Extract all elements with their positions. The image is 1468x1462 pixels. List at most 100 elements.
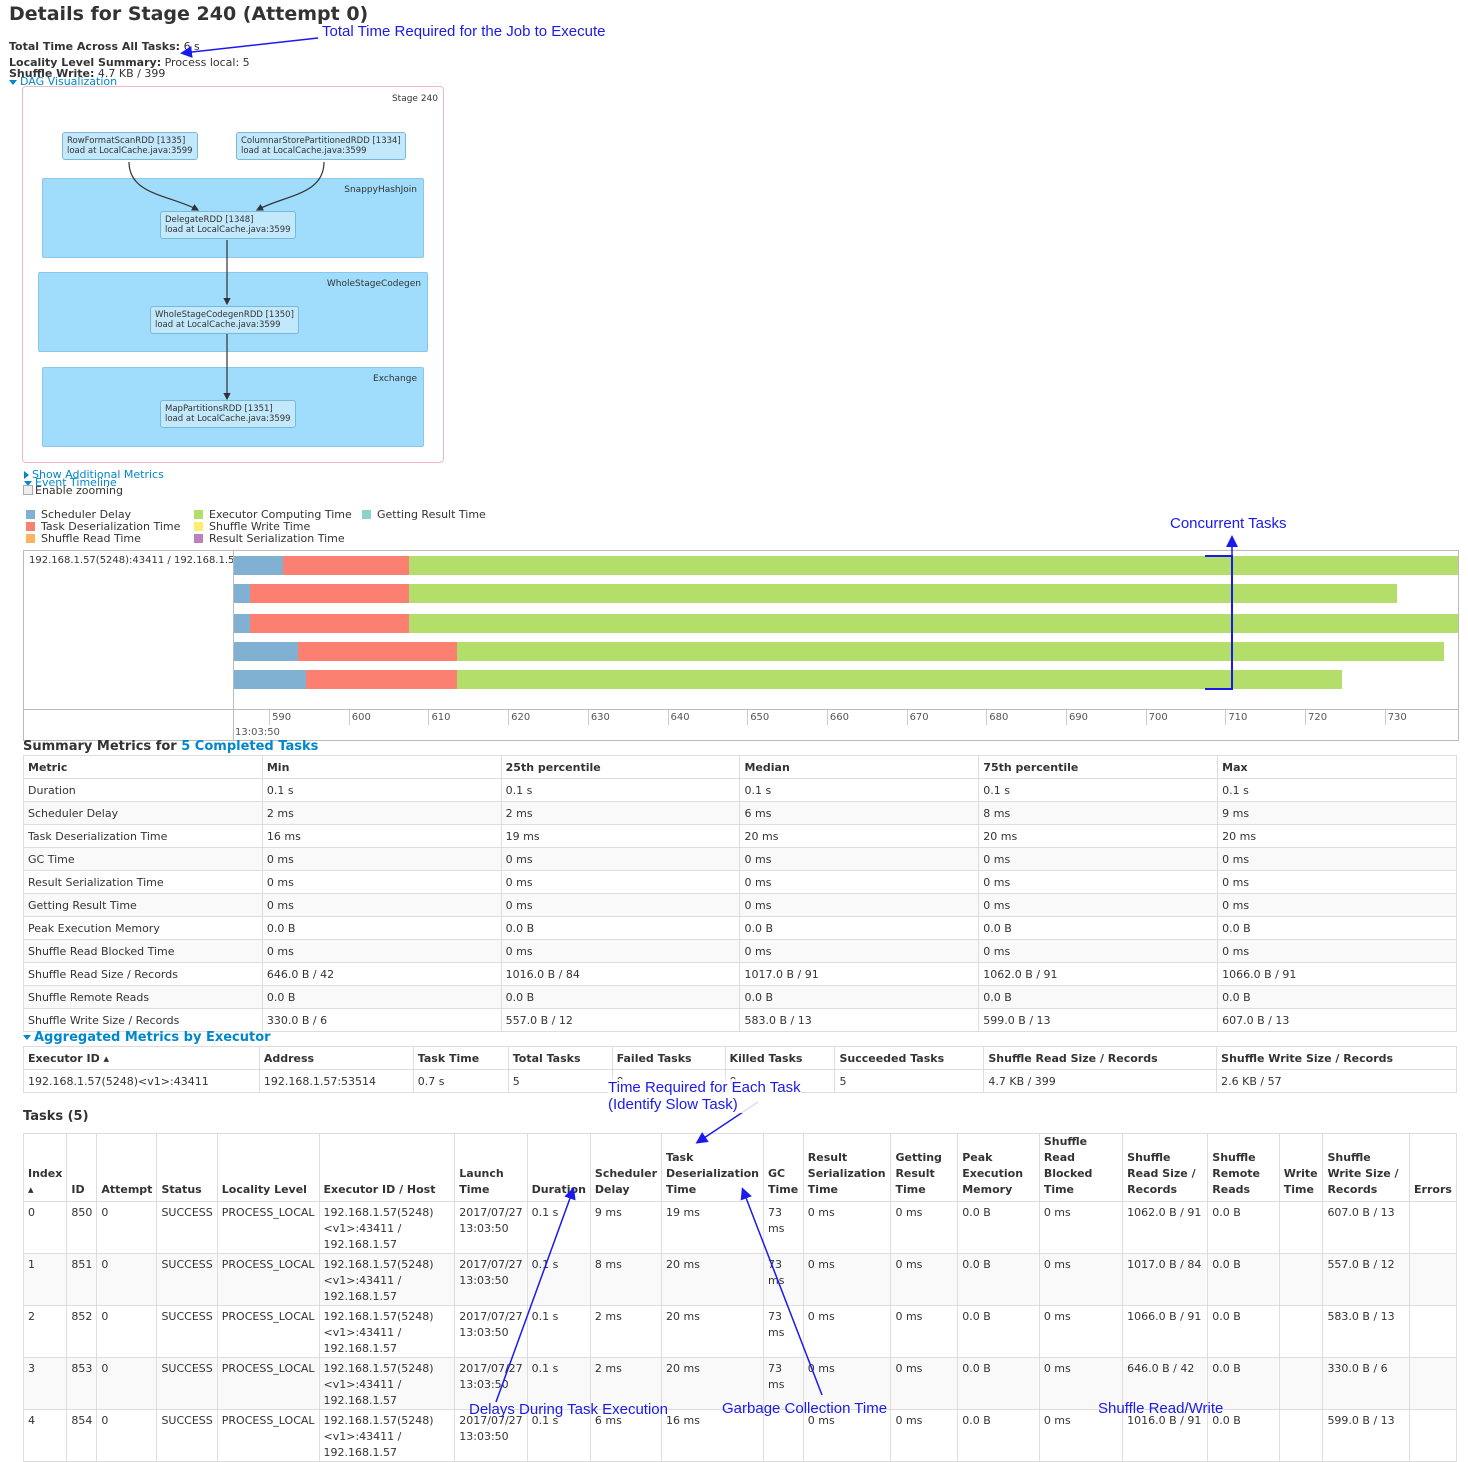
summary-cell: 646.0 B / 42 bbox=[261, 962, 502, 986]
annotation-total-time: Total Time Required for the Job to Execu… bbox=[322, 23, 606, 40]
tasks-header-cell[interactable]: GC Time bbox=[763, 1133, 804, 1202]
task-cell: 646.0 B / 42 bbox=[1122, 1357, 1209, 1410]
task-cell: 1066.0 B / 91 bbox=[1122, 1305, 1209, 1358]
timeline-tick-label: 700 bbox=[1148, 712, 1168, 723]
task-cell bbox=[1278, 1201, 1324, 1254]
tasks-header-cell[interactable]: ID bbox=[66, 1133, 98, 1202]
task-deser-segment bbox=[305, 670, 458, 689]
aggregated-metrics-title: Aggregated Metrics by Executor bbox=[34, 1030, 271, 1045]
task-cell: 0 bbox=[96, 1201, 158, 1254]
event-timeline-toggle[interactable]: Event Timeline bbox=[24, 476, 117, 489]
task-cell: 853 bbox=[66, 1357, 98, 1410]
annotation-shuffle: Shuffle Read/Write bbox=[1098, 1400, 1224, 1417]
dag-node[interactable]: WholeStageCodegenRDD [1350] load at Loca… bbox=[150, 306, 299, 334]
task-cell: 20 ms bbox=[661, 1305, 765, 1358]
aggregated-header-cell[interactable]: Executor ID ▴ bbox=[23, 1046, 260, 1070]
legend-label: Executor Computing Time bbox=[209, 508, 352, 521]
timeline-task-bar[interactable] bbox=[234, 556, 1458, 575]
aggregated-cell: 192.168.1.57(5248)<v1>:43411 bbox=[23, 1069, 260, 1093]
aggregated-metrics-toggle[interactable]: Aggregated Metrics by Executor bbox=[23, 1030, 271, 1045]
tasks-header-cell[interactable]: Index ▴ bbox=[22, 1133, 68, 1202]
legend-swatch bbox=[194, 534, 203, 543]
completed-tasks-link[interactable]: 5 Completed Tasks bbox=[181, 739, 319, 754]
timeline-task-bar[interactable] bbox=[234, 642, 1445, 661]
legend-getting-result: Getting Result Time bbox=[362, 508, 486, 521]
tasks-header-cell[interactable]: Shuffle Read Size / Records bbox=[1122, 1133, 1209, 1202]
task-cell bbox=[763, 1409, 804, 1462]
task-cell: 0 ms bbox=[802, 1409, 892, 1462]
task-cell bbox=[1409, 1201, 1457, 1254]
tasks-header-cell[interactable]: Shuffle Remote Reads bbox=[1207, 1133, 1280, 1202]
task-cell: 851 bbox=[66, 1253, 98, 1306]
event-timeline[interactable]: 192.168.1.57(5248):43411 / 192.168.1.57 … bbox=[23, 550, 1459, 741]
aggregated-header-cell: Shuffle Write Size / Records bbox=[1216, 1046, 1457, 1070]
tasks-header-cell[interactable]: Result Serialization Time bbox=[802, 1133, 892, 1202]
summary-cell: 0 ms bbox=[261, 847, 502, 871]
task-cell: PROCESS_LOCAL bbox=[216, 1305, 320, 1358]
task-cell: 0.0 B bbox=[957, 1357, 1040, 1410]
dag-node[interactable]: RowFormatScanRDD [1335] load at LocalCac… bbox=[62, 132, 198, 160]
summary-cell: 19 ms bbox=[500, 824, 741, 848]
executor-computing-segment bbox=[409, 614, 1458, 633]
legend-label: Task Deserialization Time bbox=[41, 520, 181, 533]
tasks-header-cell[interactable]: Shuffle Read Blocked Time bbox=[1038, 1133, 1124, 1202]
summary-cell: 0.1 s bbox=[978, 778, 1219, 802]
dag-cluster-label: Exchange bbox=[373, 374, 417, 384]
tasks-header-cell[interactable]: Errors bbox=[1409, 1133, 1457, 1202]
tasks-header-cell[interactable]: Locality Level bbox=[216, 1133, 320, 1202]
enable-zooming-checkbox[interactable] bbox=[23, 485, 33, 495]
show-metrics-label: Show Additional Metrics bbox=[32, 468, 164, 481]
dag-node[interactable]: MapPartitionsRDD [1351] load at LocalCac… bbox=[160, 400, 296, 428]
timeline-task-bar[interactable] bbox=[234, 584, 1397, 603]
tasks-header-cell[interactable]: Launch Time bbox=[454, 1133, 528, 1202]
shuffle-write-summary: Shuffle Write: 4.7 KB / 399 bbox=[9, 67, 165, 80]
dag-node-name: WholeStageCodegenRDD [1350] bbox=[155, 310, 294, 320]
task-cell: 557.0 B / 12 bbox=[1322, 1253, 1411, 1306]
enable-zooming[interactable]: Enable zooming bbox=[23, 484, 123, 497]
timeline-tick-line bbox=[587, 710, 589, 725]
tasks-header-cell[interactable]: Peak Execution Memory bbox=[957, 1133, 1040, 1202]
tasks-header-cell[interactable]: Attempt bbox=[96, 1133, 158, 1202]
summary-cell: 607.0 B / 13 bbox=[1217, 1008, 1457, 1032]
task-cell: 0.0 B bbox=[957, 1305, 1040, 1358]
tasks-header-cell[interactable]: Write Time bbox=[1278, 1133, 1324, 1202]
dag-node[interactable]: DelegateRDD [1348] load at LocalCache.ja… bbox=[160, 211, 296, 239]
timeline-tick-line bbox=[1145, 710, 1147, 725]
task-cell bbox=[1409, 1357, 1457, 1410]
tasks-header-cell[interactable]: Getting Result Time bbox=[890, 1133, 959, 1202]
timeline-task-bar[interactable] bbox=[234, 614, 1458, 633]
summary-row: Result Serialization Time 0 ms 0 ms 0 ms 0 m… bbox=[23, 870, 1457, 894]
summary-row: Peak Execution Memory 0.0 B 0.0 B 0.0 B 0.0 … bbox=[23, 916, 1457, 940]
task-cell: 2 bbox=[22, 1305, 68, 1358]
task-cell: 0 ms bbox=[1038, 1305, 1124, 1358]
show-additional-metrics-toggle[interactable]: Show Additional Metrics bbox=[24, 468, 164, 481]
tasks-header-cell[interactable]: Status bbox=[156, 1133, 218, 1202]
timeline-tick-label: 640 bbox=[670, 712, 690, 723]
task-cell: 0.1 s bbox=[526, 1201, 591, 1254]
timeline-tick-label: 610 bbox=[431, 712, 451, 723]
timeline-task-bar[interactable] bbox=[234, 670, 1342, 689]
task-cell: 583.0 B / 13 bbox=[1322, 1305, 1411, 1358]
timeline-tick-label: 690 bbox=[1068, 712, 1089, 723]
timeline-tick-label: 600 bbox=[351, 712, 371, 723]
tasks-header-cell[interactable]: Task Deserialization Time bbox=[661, 1133, 765, 1202]
tasks-header-cell[interactable]: Executor ID / Host bbox=[318, 1133, 456, 1202]
timeline-tick-label: 720 bbox=[1308, 712, 1328, 723]
timeline-divider bbox=[233, 551, 234, 740]
tasks-header-cell[interactable]: Shuffle Write Size / Records bbox=[1322, 1133, 1411, 1202]
summary-cell: Getting Result Time bbox=[23, 893, 263, 917]
timeline-tick-label: 630 bbox=[590, 712, 610, 723]
task-cell: 2017/07/27 13:03:50 bbox=[454, 1201, 528, 1254]
dag-visualization-toggle[interactable]: DAG Visualization bbox=[9, 75, 117, 88]
task-cell: 192.168.1.57(5248) <v1>:43411 / 192.168.… bbox=[318, 1253, 456, 1306]
task-cell: 0.0 B bbox=[957, 1409, 1040, 1462]
task-cell: 3 bbox=[22, 1357, 68, 1410]
summary-cell: 0 ms bbox=[978, 893, 1219, 917]
task-cell: SUCCESS bbox=[156, 1357, 218, 1410]
tasks-header-cell[interactable]: Scheduler Delay bbox=[589, 1133, 663, 1202]
timeline-tick-label: 680 bbox=[989, 712, 1009, 723]
dag-node[interactable]: ColumnarStorePartitionedRDD [1334] load … bbox=[236, 132, 406, 160]
summary-cell: 599.0 B / 13 bbox=[978, 1008, 1219, 1032]
summary-cell: 20 ms bbox=[1217, 824, 1457, 848]
tasks-header-cell[interactable]: Duration bbox=[526, 1133, 591, 1202]
